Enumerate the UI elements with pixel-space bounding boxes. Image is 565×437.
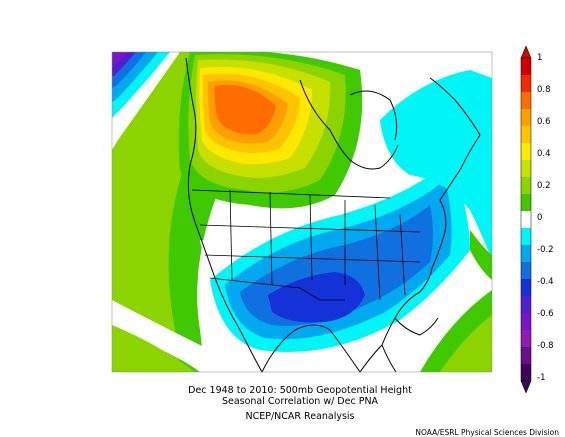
colorbar-tick-label: 0 xyxy=(537,213,543,223)
caption-line-3: NCEP/NCAR Reanalysis xyxy=(245,411,355,422)
plot-frame xyxy=(111,51,493,373)
colorbar-bin xyxy=(521,330,531,348)
colorbar-tick-label: -0.6 xyxy=(537,309,554,319)
colorbar-bin xyxy=(521,347,531,365)
colorbar-tick-label: 0.8 xyxy=(537,85,551,95)
colorbar-tick-label: -0.4 xyxy=(537,277,554,287)
colorbar-bin xyxy=(521,177,531,195)
colorbar-bin xyxy=(521,296,531,314)
colorbar-top-arrow xyxy=(520,45,532,59)
colorbar-bin xyxy=(521,75,531,93)
colorbar-tick-label: 0.2 xyxy=(537,181,551,191)
colorbar-tick-label: -0.2 xyxy=(537,245,554,255)
credit-label: NOAA/ESRL Physical Sciences Division xyxy=(415,428,559,437)
colorbar-bin xyxy=(521,245,531,263)
colorbar-bin xyxy=(521,160,531,178)
colorbar-bin xyxy=(521,109,531,127)
colorbar-bin xyxy=(521,262,531,280)
political-borders xyxy=(191,189,421,301)
caption-line-2: Seasonal Correlation w/ Dec PNA xyxy=(221,396,379,407)
colorbar-bin xyxy=(521,313,531,331)
colorbar-bin xyxy=(521,364,531,382)
colorbar-tick-label: 1 xyxy=(537,53,543,63)
colorbar-tick-label: 0.4 xyxy=(537,149,551,159)
colorbar-bin xyxy=(521,211,531,229)
correlation-field xyxy=(112,52,492,372)
colorbar-bottom-arrow xyxy=(520,380,532,394)
colorbar-bin xyxy=(521,58,531,76)
colorbar-tick-label: 0.6 xyxy=(537,117,551,127)
colorbar xyxy=(520,45,532,394)
colorbar-bin xyxy=(521,92,531,110)
colorbar-bin xyxy=(521,194,531,212)
colorbar-tick-label: -1 xyxy=(537,373,546,383)
colorbar-bin xyxy=(521,279,531,297)
coastlines xyxy=(185,57,481,372)
caption-line-1: Dec 1948 to 2010: 500mb Geopotential Hei… xyxy=(188,385,412,396)
colorbar-tick-label: -0.8 xyxy=(537,341,554,351)
colorbar-bin xyxy=(521,126,531,144)
colorbar-bin xyxy=(521,228,531,246)
colorbar-bin xyxy=(521,143,531,161)
